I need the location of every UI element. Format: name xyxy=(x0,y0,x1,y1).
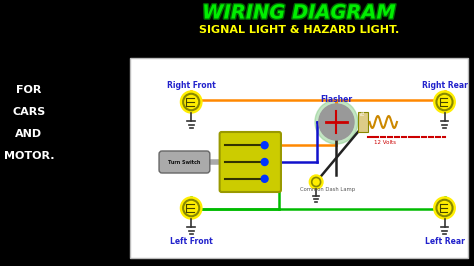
Text: FOR: FOR xyxy=(16,85,42,95)
FancyBboxPatch shape xyxy=(219,132,281,192)
Text: Turn Switch: Turn Switch xyxy=(168,160,201,164)
Text: Common Dash Lamp: Common Dash Lamp xyxy=(301,188,356,193)
Text: Fuse: Fuse xyxy=(360,103,365,115)
Circle shape xyxy=(319,104,354,140)
Bar xyxy=(358,112,368,132)
Circle shape xyxy=(181,91,202,113)
Circle shape xyxy=(181,197,202,219)
Text: SIGNAL LIGHT & HAZARD LIGHT.: SIGNAL LIGHT & HAZARD LIGHT. xyxy=(199,25,400,35)
Text: Left Rear: Left Rear xyxy=(425,236,465,246)
Text: CARS: CARS xyxy=(12,107,46,117)
Text: MOTOR.: MOTOR. xyxy=(4,151,54,161)
Text: Right Front: Right Front xyxy=(167,81,216,90)
Text: Left Front: Left Front xyxy=(170,236,212,246)
Text: 12 Volts: 12 Volts xyxy=(374,139,396,144)
Circle shape xyxy=(261,159,268,165)
Text: Flasher: Flasher xyxy=(320,95,353,105)
Bar xyxy=(130,58,468,258)
Circle shape xyxy=(310,175,323,189)
Text: Right Rear: Right Rear xyxy=(421,81,467,90)
Text: WIRING DIAGRAM: WIRING DIAGRAM xyxy=(202,3,396,23)
Circle shape xyxy=(261,142,268,149)
Circle shape xyxy=(434,197,455,219)
Circle shape xyxy=(261,175,268,182)
FancyBboxPatch shape xyxy=(159,151,210,173)
Text: AND: AND xyxy=(15,129,43,139)
Circle shape xyxy=(315,100,358,144)
Circle shape xyxy=(434,91,455,113)
